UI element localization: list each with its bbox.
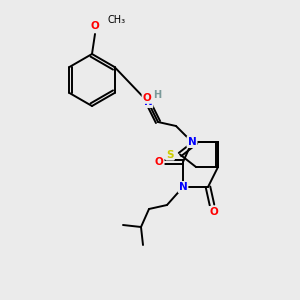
Text: H: H	[153, 90, 161, 100]
Text: CH₃: CH₃	[107, 15, 125, 25]
Text: O: O	[142, 93, 152, 103]
Text: N: N	[188, 137, 196, 147]
Text: O: O	[154, 157, 164, 167]
Text: N: N	[188, 137, 196, 147]
Text: O: O	[91, 21, 99, 31]
Text: N: N	[178, 182, 188, 192]
Text: N: N	[144, 97, 152, 107]
Text: O: O	[210, 207, 218, 217]
Text: O: O	[154, 157, 164, 167]
Text: O: O	[91, 21, 99, 31]
Text: N: N	[144, 97, 152, 107]
Text: N: N	[178, 182, 188, 192]
Text: S: S	[166, 149, 174, 160]
Text: S: S	[166, 149, 174, 160]
Text: H: H	[153, 90, 161, 100]
Text: O: O	[142, 93, 152, 103]
Text: N: N	[188, 137, 196, 147]
Text: O: O	[210, 207, 218, 217]
